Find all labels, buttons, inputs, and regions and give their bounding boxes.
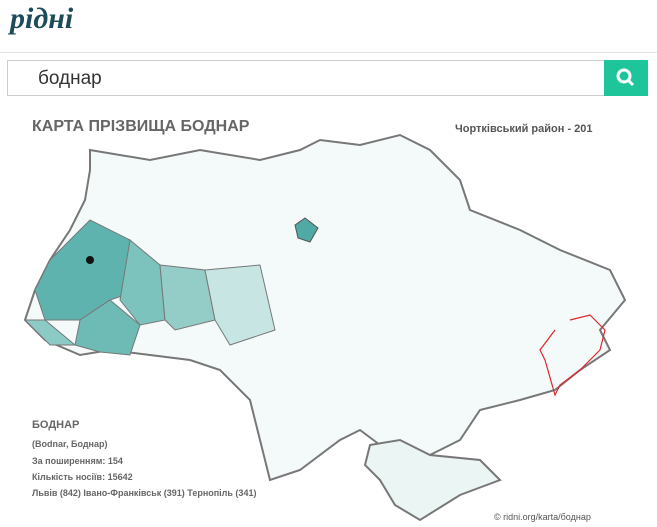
top-regions: Львів (842) Івано-Франківськ (391) Терно…	[32, 488, 257, 498]
region-kyiv-city	[294, 217, 319, 243]
region-vinnytsia	[204, 264, 276, 346]
count: Кількість носіїв: 15642	[32, 472, 133, 482]
search-button[interactable]	[604, 60, 648, 96]
search-input[interactable]: боднар	[7, 60, 604, 96]
variants: (Bodnar, Боднар)	[32, 439, 108, 449]
search-icon	[616, 68, 635, 87]
region-zakarpattia	[23, 319, 77, 346]
region-ternopil	[119, 239, 166, 326]
lviv-city	[86, 256, 94, 264]
map-title: КАРТА ПРІЗВИЩА БОДНАР	[32, 118, 250, 135]
logo[interactable]: рідні	[10, 2, 74, 35]
rank: За поширенням: 154	[32, 456, 123, 466]
credit[interactable]: © ridni.org/karta/боднар	[494, 512, 591, 522]
divider	[0, 52, 657, 53]
region-khmelnytskyi	[159, 264, 216, 331]
surname: БОДНАР	[32, 419, 80, 431]
hover-label: Чортківський район - 201	[455, 123, 593, 135]
crimea	[363, 438, 502, 522]
occupied-border	[539, 314, 606, 397]
